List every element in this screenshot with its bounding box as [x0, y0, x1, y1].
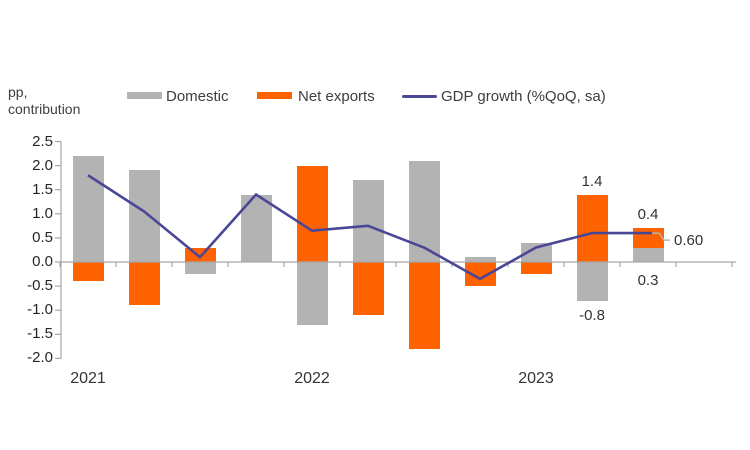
x-axis-year-label: 2021 — [70, 370, 106, 387]
data-label-04: 0.4 — [637, 206, 659, 224]
bar-segment-net-exports — [408, 262, 440, 349]
bar-segment-domestic — [520, 242, 552, 262]
y-axis-tick-label: 0.0 — [32, 253, 53, 270]
data-label-14: 1.4 — [581, 172, 603, 190]
x-axis-year-label: 2022 — [294, 370, 330, 387]
bar-segment-net-exports — [72, 262, 104, 282]
bar-segment-domestic — [72, 155, 104, 262]
y-axis-tick-label: 0.5 — [32, 228, 53, 246]
x-axis-year-label: 2023 — [518, 370, 554, 387]
bar-segment-domestic — [576, 262, 608, 301]
legend-label-domestic: Domestic — [166, 88, 229, 105]
y-axis-tick-label: -1.0 — [27, 301, 53, 319]
bar-segment-net-exports — [576, 194, 608, 262]
bar-segment-domestic — [296, 262, 328, 325]
bar-segment-domestic — [240, 194, 272, 262]
bar-segment-domestic — [184, 262, 216, 275]
bar-segment-net-exports — [632, 228, 664, 248]
y-axis-tick-label: 2.0 — [32, 156, 53, 174]
y-axis-tick-label: -0.5 — [27, 277, 53, 295]
legend-swatch-net-exports — [257, 92, 292, 99]
y-axis-tick-label: -2.0 — [27, 349, 53, 367]
legend-label-net-exports: Net exports — [298, 88, 375, 105]
bar-segment-net-exports — [352, 262, 384, 316]
bar-segment-domestic — [128, 170, 160, 262]
legend-swatch-domestic — [127, 92, 162, 99]
data-label-08: -0.8 — [579, 306, 605, 324]
y-axis-tick-label: 2.5 — [32, 132, 53, 150]
bar-segment-net-exports — [520, 262, 552, 275]
legend-label-gdp-growth: GDP growth (%QoQ, sa) — [441, 88, 606, 105]
y-axis-tick-label: -1.5 — [27, 325, 53, 343]
bar-segment-domestic — [632, 247, 664, 262]
bar-segment-net-exports — [296, 165, 328, 262]
y-axis-unit-note: pp, contribution — [8, 84, 80, 118]
bar-segment-net-exports — [128, 262, 160, 306]
legend-swatch-gdp-line — [402, 95, 437, 98]
y-axis-tick-label: 1.5 — [32, 180, 53, 198]
y-axis-unit-note-line1: pp, — [8, 84, 28, 100]
data-label-060: 0.60 — [674, 232, 704, 250]
bar-segment-domestic — [408, 160, 440, 262]
y-axis-unit-note-line2: contribution — [8, 101, 81, 117]
data-label-03: 0.3 — [637, 272, 659, 289]
y-axis-tick-label: 1.0 — [32, 204, 53, 222]
bar-segment-net-exports — [184, 247, 216, 262]
bar-segment-domestic — [352, 180, 384, 262]
bar-segment-net-exports — [464, 262, 496, 287]
